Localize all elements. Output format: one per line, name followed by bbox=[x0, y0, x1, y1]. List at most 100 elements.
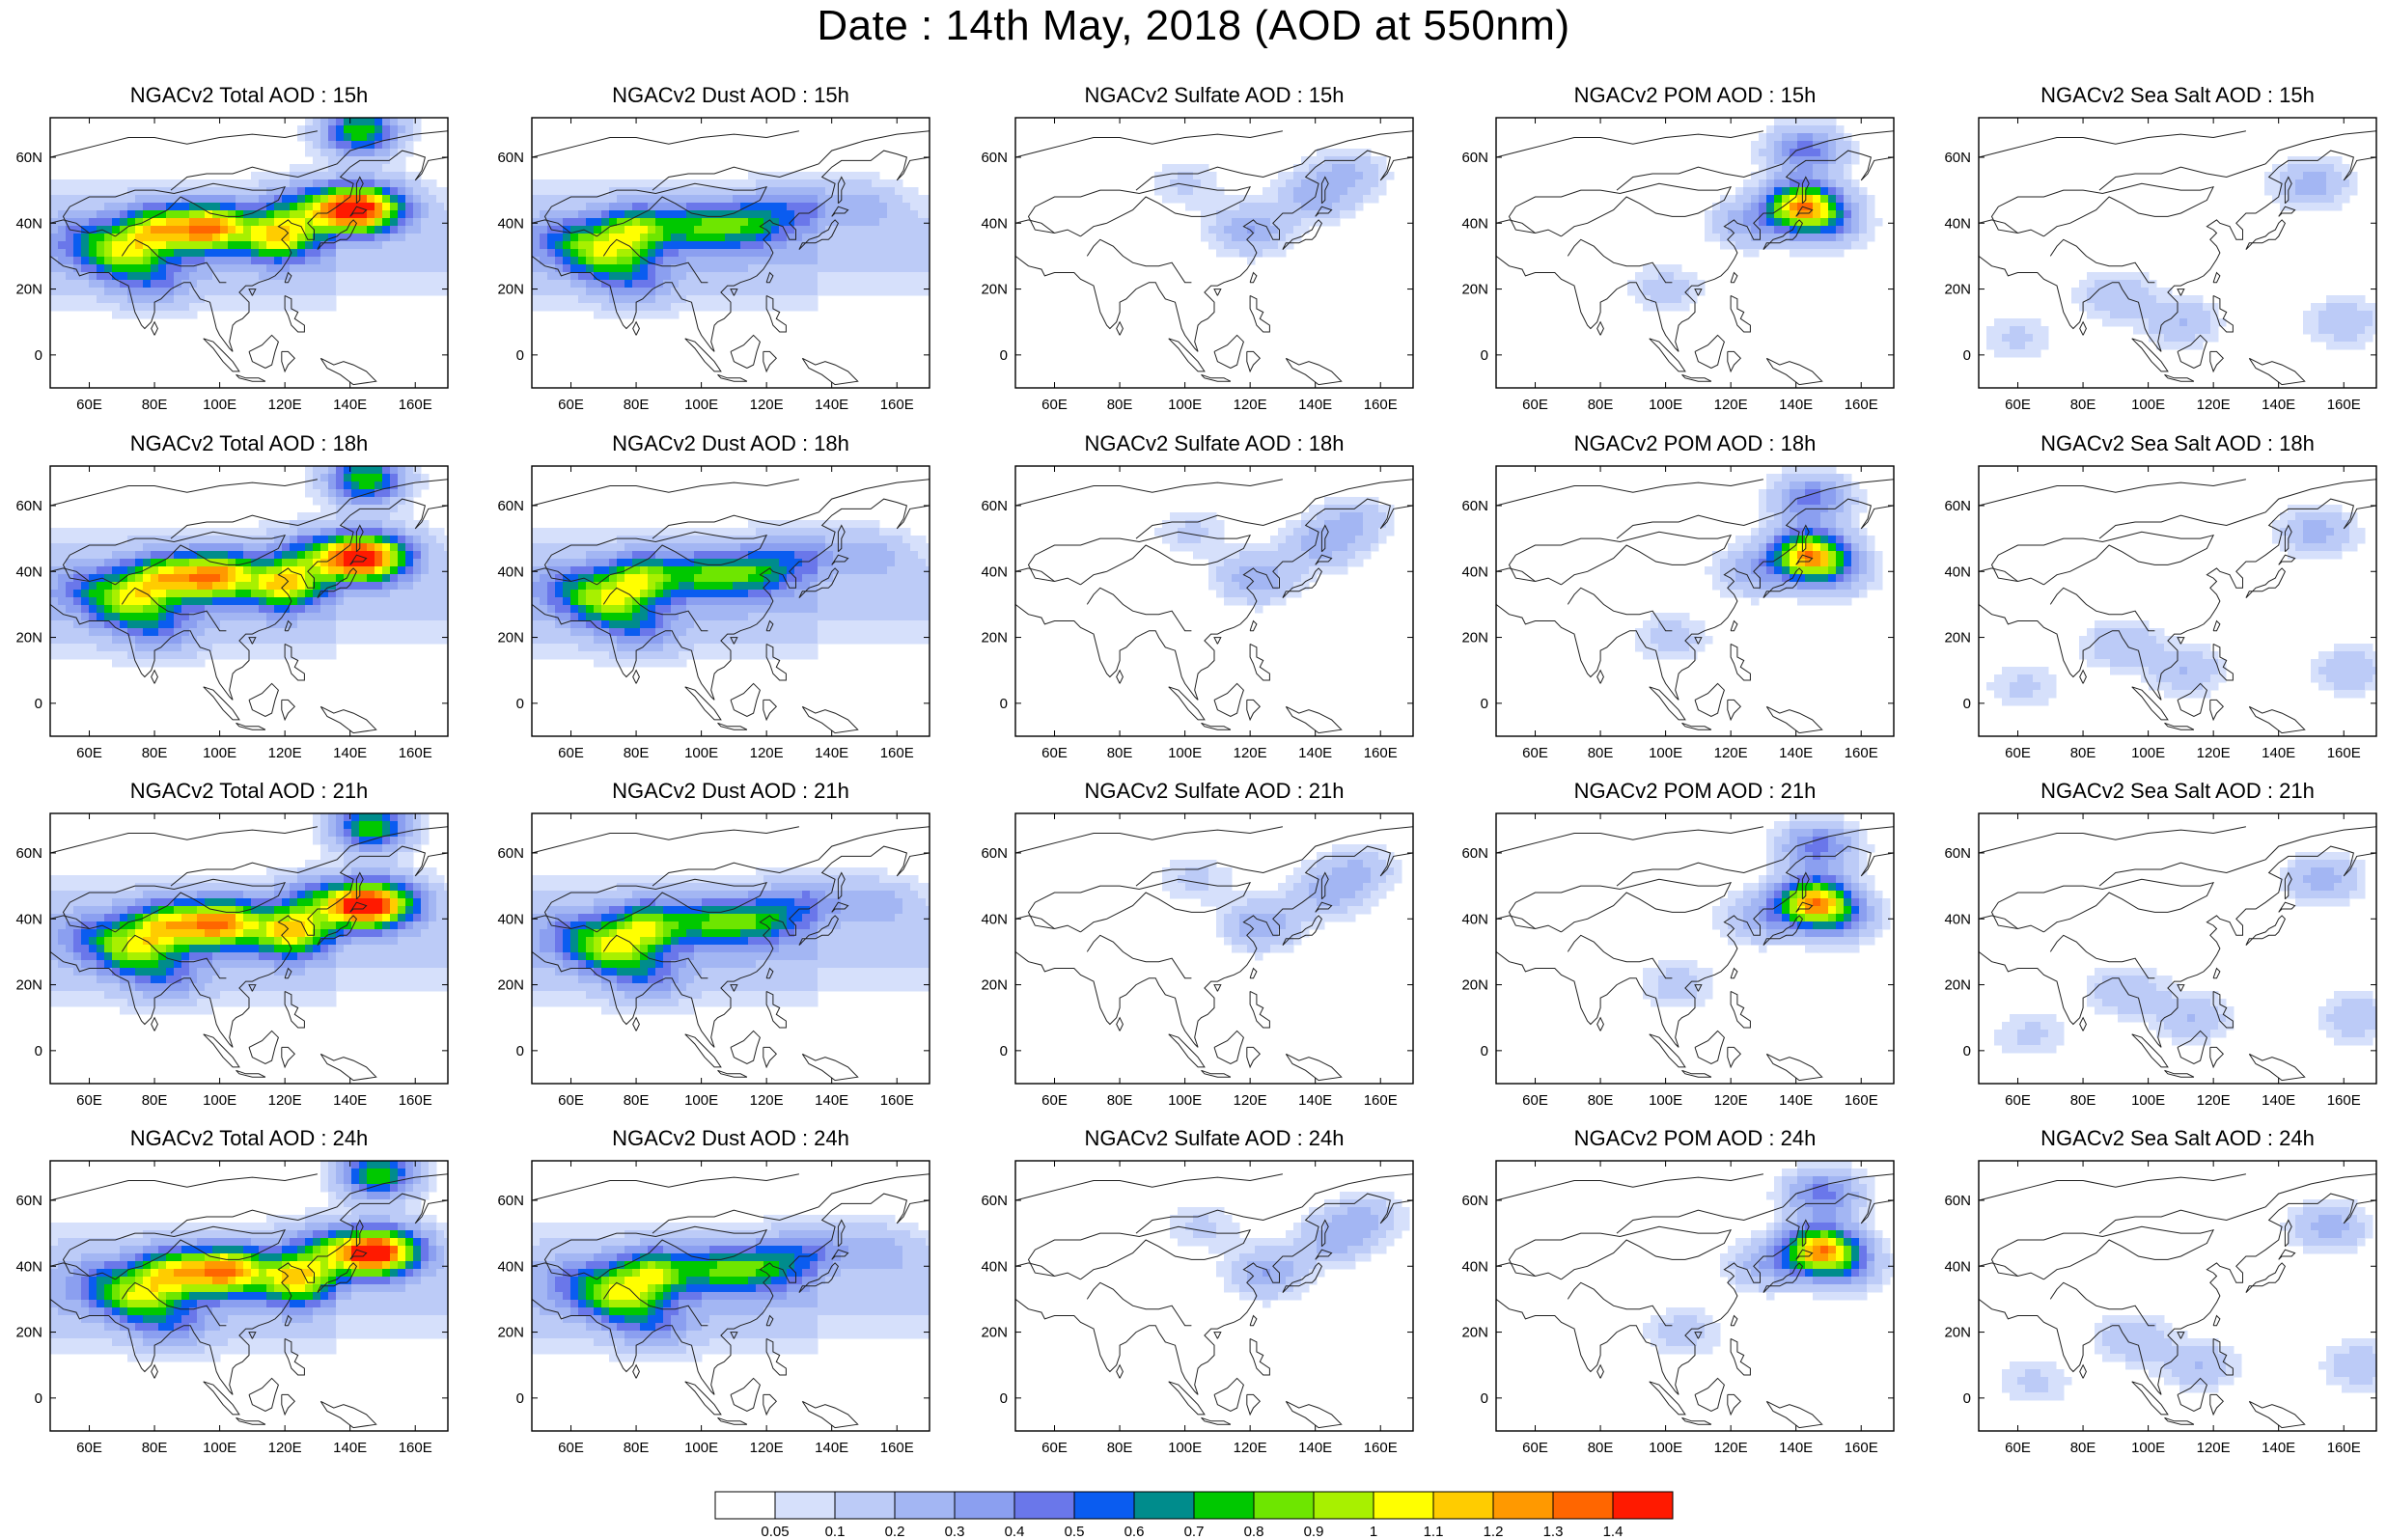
map-panel-pom-18h: NGACv2 POM AOD : 18h 60E 80E 100E 120E 140E 16… bbox=[1461, 431, 1895, 761]
colorbar-swatch bbox=[1373, 1491, 1434, 1520]
y-tick-label: 60N bbox=[1944, 845, 1971, 862]
x-tick-label: 140E bbox=[1298, 745, 1332, 761]
y-tick-label: 40N bbox=[981, 1258, 1008, 1275]
x-tick-label: 100E bbox=[1649, 1440, 1682, 1456]
map-plot: 60E 80E 100E 120E 140E 160E 60N 40N 20N 0 bbox=[1461, 117, 1895, 413]
y-tick-label: 40N bbox=[981, 215, 1008, 232]
y-tick-label: 40N bbox=[1944, 1258, 1971, 1275]
y-tick-label: 20N bbox=[497, 977, 524, 994]
map-panel-seasalt-18h: NGACv2 Sea Salt AOD : 18h 60E 80E 100E 120E 1… bbox=[1944, 431, 2377, 761]
coastlines bbox=[1015, 118, 1413, 386]
x-tick-label: 60E bbox=[558, 745, 584, 761]
y-tick-label: 40N bbox=[1944, 564, 1971, 580]
map-frame bbox=[531, 1160, 930, 1432]
y-tick-label: 0 bbox=[1481, 347, 1488, 364]
map-frame bbox=[1495, 465, 1895, 737]
x-tick-label: 140E bbox=[333, 1092, 367, 1109]
x-tick-label: 120E bbox=[268, 1440, 302, 1456]
colorbar-label: 0.9 bbox=[1304, 1524, 1324, 1537]
aod-field bbox=[532, 867, 930, 1015]
x-tick-label: 120E bbox=[1234, 745, 1267, 761]
x-tick-label: 160E bbox=[399, 397, 432, 413]
x-tick-label: 100E bbox=[1649, 745, 1682, 761]
aod-field bbox=[1154, 149, 1395, 265]
y-tick-label: 0 bbox=[1481, 1043, 1488, 1059]
y-tick-label: 0 bbox=[35, 1390, 42, 1407]
panel-title: NGACv2 Total AOD : 21h bbox=[129, 779, 369, 803]
y-tick-label: 0 bbox=[1481, 1390, 1488, 1407]
panel-title: NGACv2 Sea Salt AOD : 15h bbox=[2040, 83, 2315, 107]
map-plot: 60E 80E 100E 120E 140E 160E 60N 40N 20N 0 bbox=[1944, 812, 2377, 1109]
map-plot: 60E 80E 100E 120E 140E 160E 60N 40N 20N 0 bbox=[497, 812, 930, 1109]
colorbar-label: 0.1 bbox=[825, 1524, 846, 1537]
aod-field bbox=[532, 172, 930, 319]
x-tick-label: 120E bbox=[1714, 397, 1748, 413]
map-panel-total-24h: NGACv2 Total AOD : 24h 60E 80E 100E 120E 140E… bbox=[15, 1126, 449, 1456]
y-tick-label: 0 bbox=[1963, 1043, 1971, 1059]
colorbar-label: 0.5 bbox=[1065, 1524, 1085, 1537]
colorbar-swatch bbox=[1612, 1491, 1674, 1520]
panel-title: NGACv2 Total AOD : 15h bbox=[129, 83, 369, 107]
coastlines bbox=[1979, 1161, 2376, 1429]
map-frame bbox=[531, 465, 930, 737]
map-panel-sulfate-15h: NGACv2 Sulfate AOD : 15h 60E 80E 100E 120E 14… bbox=[981, 83, 1414, 413]
panel-title: NGACv2 POM AOD : 24h bbox=[1573, 1126, 1817, 1150]
x-tick-label: 80E bbox=[2070, 745, 2096, 761]
x-tick-label: 80E bbox=[2070, 397, 2096, 413]
map-plot: 60E 80E 100E 120E 140E 160E 60N 40N 20N 0 bbox=[981, 117, 1414, 413]
y-tick-label: 60N bbox=[15, 845, 42, 862]
x-tick-label: 100E bbox=[1168, 1440, 1202, 1456]
y-tick-label: 40N bbox=[981, 911, 1008, 927]
panel-title: NGACv2 Sulfate AOD : 21h bbox=[1084, 779, 1345, 803]
x-tick-label: 80E bbox=[142, 1092, 168, 1109]
map-panel-seasalt-21h: NGACv2 Sea Salt AOD : 21h 60E 80E 100E 120E 1… bbox=[1944, 779, 2377, 1109]
x-tick-label: 160E bbox=[880, 397, 914, 413]
x-tick-label: 160E bbox=[2327, 1440, 2361, 1456]
y-tick-label: 60N bbox=[1461, 845, 1488, 862]
x-tick-label: 80E bbox=[142, 397, 168, 413]
aod-field bbox=[1154, 497, 1395, 614]
y-tick-label: 20N bbox=[1944, 630, 1971, 646]
x-tick-label: 160E bbox=[1364, 745, 1398, 761]
x-tick-label: 120E bbox=[268, 1092, 302, 1109]
panel-title: NGACv2 Sulfate AOD : 18h bbox=[1084, 431, 1345, 455]
y-tick-label: 60N bbox=[497, 150, 524, 166]
x-tick-label: 100E bbox=[684, 745, 718, 761]
x-tick-label: 140E bbox=[1298, 1440, 1332, 1456]
colorbar-swatch bbox=[774, 1491, 836, 1520]
x-tick-label: 80E bbox=[624, 1440, 650, 1456]
aod-field bbox=[1635, 466, 1883, 660]
x-tick-label: 60E bbox=[1522, 745, 1548, 761]
coastlines bbox=[1015, 813, 1413, 1082]
y-tick-label: 20N bbox=[497, 1325, 524, 1341]
x-tick-label: 60E bbox=[558, 397, 584, 413]
coastlines bbox=[1496, 1161, 1894, 1429]
aod-field bbox=[1643, 813, 1891, 1007]
y-tick-label: 40N bbox=[497, 564, 524, 580]
y-tick-label: 20N bbox=[15, 1325, 42, 1341]
map-frame bbox=[531, 812, 930, 1085]
map-frame bbox=[49, 117, 449, 389]
colorbar-label: 0.6 bbox=[1124, 1524, 1145, 1537]
x-tick-label: 80E bbox=[2070, 1440, 2096, 1456]
colorbar-label: 1.1 bbox=[1424, 1524, 1444, 1537]
x-tick-label: 60E bbox=[1522, 1092, 1548, 1109]
y-tick-label: 20N bbox=[15, 282, 42, 298]
y-tick-label: 40N bbox=[497, 911, 524, 927]
aod-field bbox=[532, 520, 930, 668]
x-tick-label: 160E bbox=[1845, 397, 1878, 413]
map-plot: 60E 80E 100E 120E 140E 160E 60N 40N 20N 0 bbox=[497, 1160, 930, 1456]
x-tick-label: 60E bbox=[2005, 1092, 2031, 1109]
map-frame bbox=[1495, 1160, 1895, 1432]
coastlines bbox=[1496, 813, 1894, 1082]
map-plot: 60E 80E 100E 120E 140E 160E 60N 40N 20N 0 bbox=[1461, 812, 1895, 1109]
x-tick-label: 140E bbox=[2262, 1440, 2295, 1456]
x-tick-label: 120E bbox=[2197, 745, 2231, 761]
x-tick-label: 100E bbox=[2131, 1092, 2165, 1109]
x-tick-label: 100E bbox=[2131, 397, 2165, 413]
map-plot: 60E 80E 100E 120E 140E 160E 60N 40N 20N 0 bbox=[497, 117, 930, 413]
colorbar-label: 0.05 bbox=[761, 1524, 789, 1537]
map-panel-dust-24h: NGACv2 Dust AOD : 24h 60E 80E 100E 120E 140E 1… bbox=[497, 1126, 930, 1456]
y-tick-label: 0 bbox=[1000, 347, 1008, 364]
y-tick-label: 20N bbox=[981, 977, 1008, 994]
